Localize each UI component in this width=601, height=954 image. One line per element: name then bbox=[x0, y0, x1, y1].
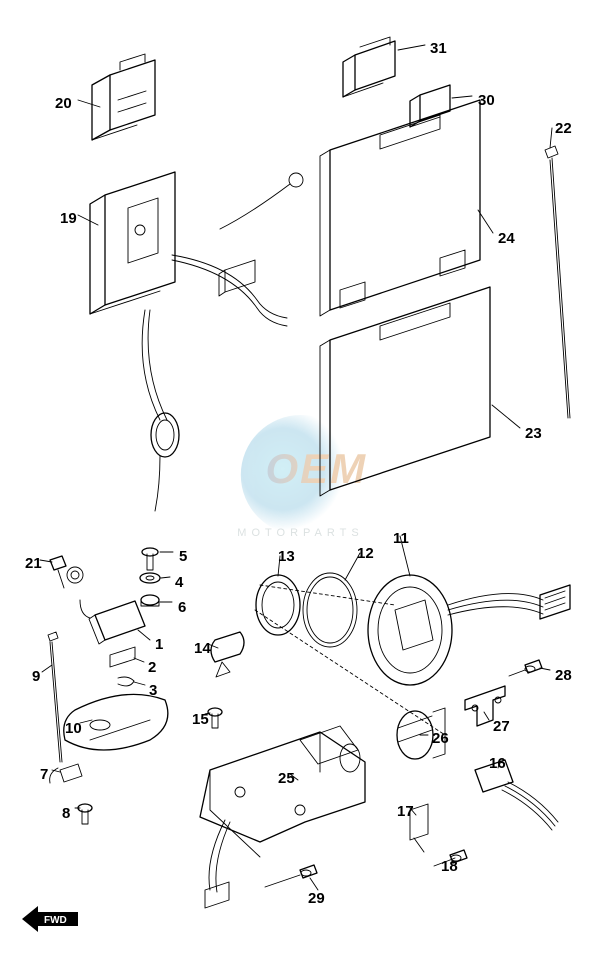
callout-12: 12 bbox=[357, 545, 374, 562]
callout-8: 8 bbox=[62, 805, 70, 822]
callout-22: 22 bbox=[555, 120, 572, 137]
callout-14: 14 bbox=[194, 640, 211, 657]
callout-31: 31 bbox=[430, 40, 447, 57]
callout-20: 20 bbox=[55, 95, 72, 112]
callout-6: 6 bbox=[178, 599, 186, 616]
part-4-washer bbox=[140, 573, 160, 583]
callout-24: 24 bbox=[498, 230, 515, 247]
callout-4: 4 bbox=[175, 574, 183, 591]
part-29 bbox=[265, 865, 317, 887]
part-14 bbox=[211, 632, 244, 677]
part-8 bbox=[78, 804, 92, 824]
part-22 bbox=[545, 146, 570, 418]
callout-27: 27 bbox=[493, 718, 510, 735]
callout-13: 13 bbox=[278, 548, 295, 565]
callout-17: 17 bbox=[397, 803, 414, 820]
part-20 bbox=[92, 54, 155, 140]
part-6-nut bbox=[141, 595, 159, 606]
callout-16: 16 bbox=[489, 755, 506, 772]
callout-19: 19 bbox=[60, 210, 77, 227]
callout-15: 15 bbox=[192, 711, 209, 728]
part-3-clip bbox=[118, 677, 134, 686]
part-23 bbox=[320, 287, 490, 496]
callout-29: 29 bbox=[308, 890, 325, 907]
callout-26: 26 bbox=[432, 730, 449, 747]
part-28 bbox=[509, 660, 542, 676]
fwd-direction-badge: FWD bbox=[20, 904, 80, 934]
callout-10: 10 bbox=[65, 720, 82, 737]
callout-28: 28 bbox=[555, 667, 572, 684]
part-13 bbox=[256, 575, 300, 635]
callout-25: 25 bbox=[278, 770, 295, 787]
part-2-bracket bbox=[110, 647, 135, 667]
part-16 bbox=[475, 760, 558, 830]
callout-21: 21 bbox=[25, 555, 42, 572]
part-24 bbox=[320, 100, 480, 316]
callout-11: 11 bbox=[393, 530, 409, 547]
callout-2: 2 bbox=[148, 659, 156, 676]
part-1-sensor bbox=[80, 600, 145, 644]
part-7 bbox=[50, 764, 82, 783]
fwd-label-text: FWD bbox=[44, 915, 67, 926]
part-9 bbox=[48, 632, 62, 762]
part-19 bbox=[90, 172, 303, 511]
part-5-screw bbox=[142, 548, 158, 570]
parts-diagram-svg bbox=[0, 0, 601, 954]
part-15 bbox=[208, 708, 222, 728]
callout-18: 18 bbox=[441, 858, 458, 875]
callout-7: 7 bbox=[40, 766, 48, 783]
part-12 bbox=[303, 573, 357, 647]
callout-30: 30 bbox=[478, 92, 495, 109]
callout-3: 3 bbox=[149, 682, 157, 699]
callout-1: 1 bbox=[155, 636, 163, 653]
callout-23: 23 bbox=[525, 425, 542, 442]
part-31 bbox=[343, 37, 395, 97]
callout-9: 9 bbox=[32, 668, 40, 685]
part-21 bbox=[50, 556, 83, 588]
callout-5: 5 bbox=[179, 548, 187, 565]
